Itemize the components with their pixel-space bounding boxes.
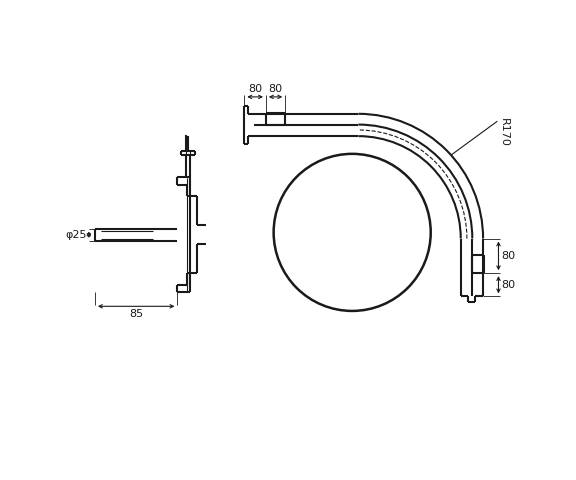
Text: 80: 80 xyxy=(268,84,283,94)
Text: 85: 85 xyxy=(129,310,143,319)
Text: 80: 80 xyxy=(502,251,516,261)
Text: 80: 80 xyxy=(248,84,262,94)
Text: 80: 80 xyxy=(502,280,516,290)
Text: R170: R170 xyxy=(498,119,509,147)
Text: φ25: φ25 xyxy=(66,230,88,240)
